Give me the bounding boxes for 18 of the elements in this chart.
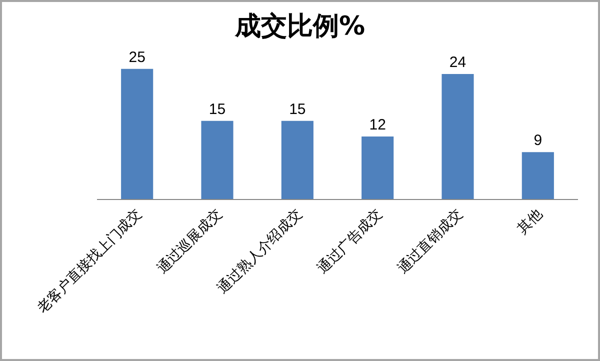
chart-title: 成交比例%	[234, 11, 366, 42]
bar	[121, 68, 154, 199]
data-label: 24	[449, 54, 466, 72]
x-tick-label: 通过广告成交	[314, 206, 386, 277]
bar	[522, 152, 554, 199]
data-label: 15	[208, 100, 226, 118]
bar	[362, 136, 394, 199]
x-tick-label: 通过巡展成交	[154, 206, 226, 277]
data-label: 9	[534, 132, 542, 150]
data-label: 25	[128, 48, 146, 66]
data-label: 12	[369, 116, 386, 134]
x-tick-label: 老客户直接找上门成交	[34, 206, 145, 317]
x-tick-label: 其他	[514, 206, 546, 238]
bar	[281, 120, 314, 199]
x-tick-label: 通过直销成交	[394, 206, 466, 277]
data-label: 15	[289, 100, 306, 118]
bar	[442, 74, 474, 199]
bar	[201, 120, 234, 199]
